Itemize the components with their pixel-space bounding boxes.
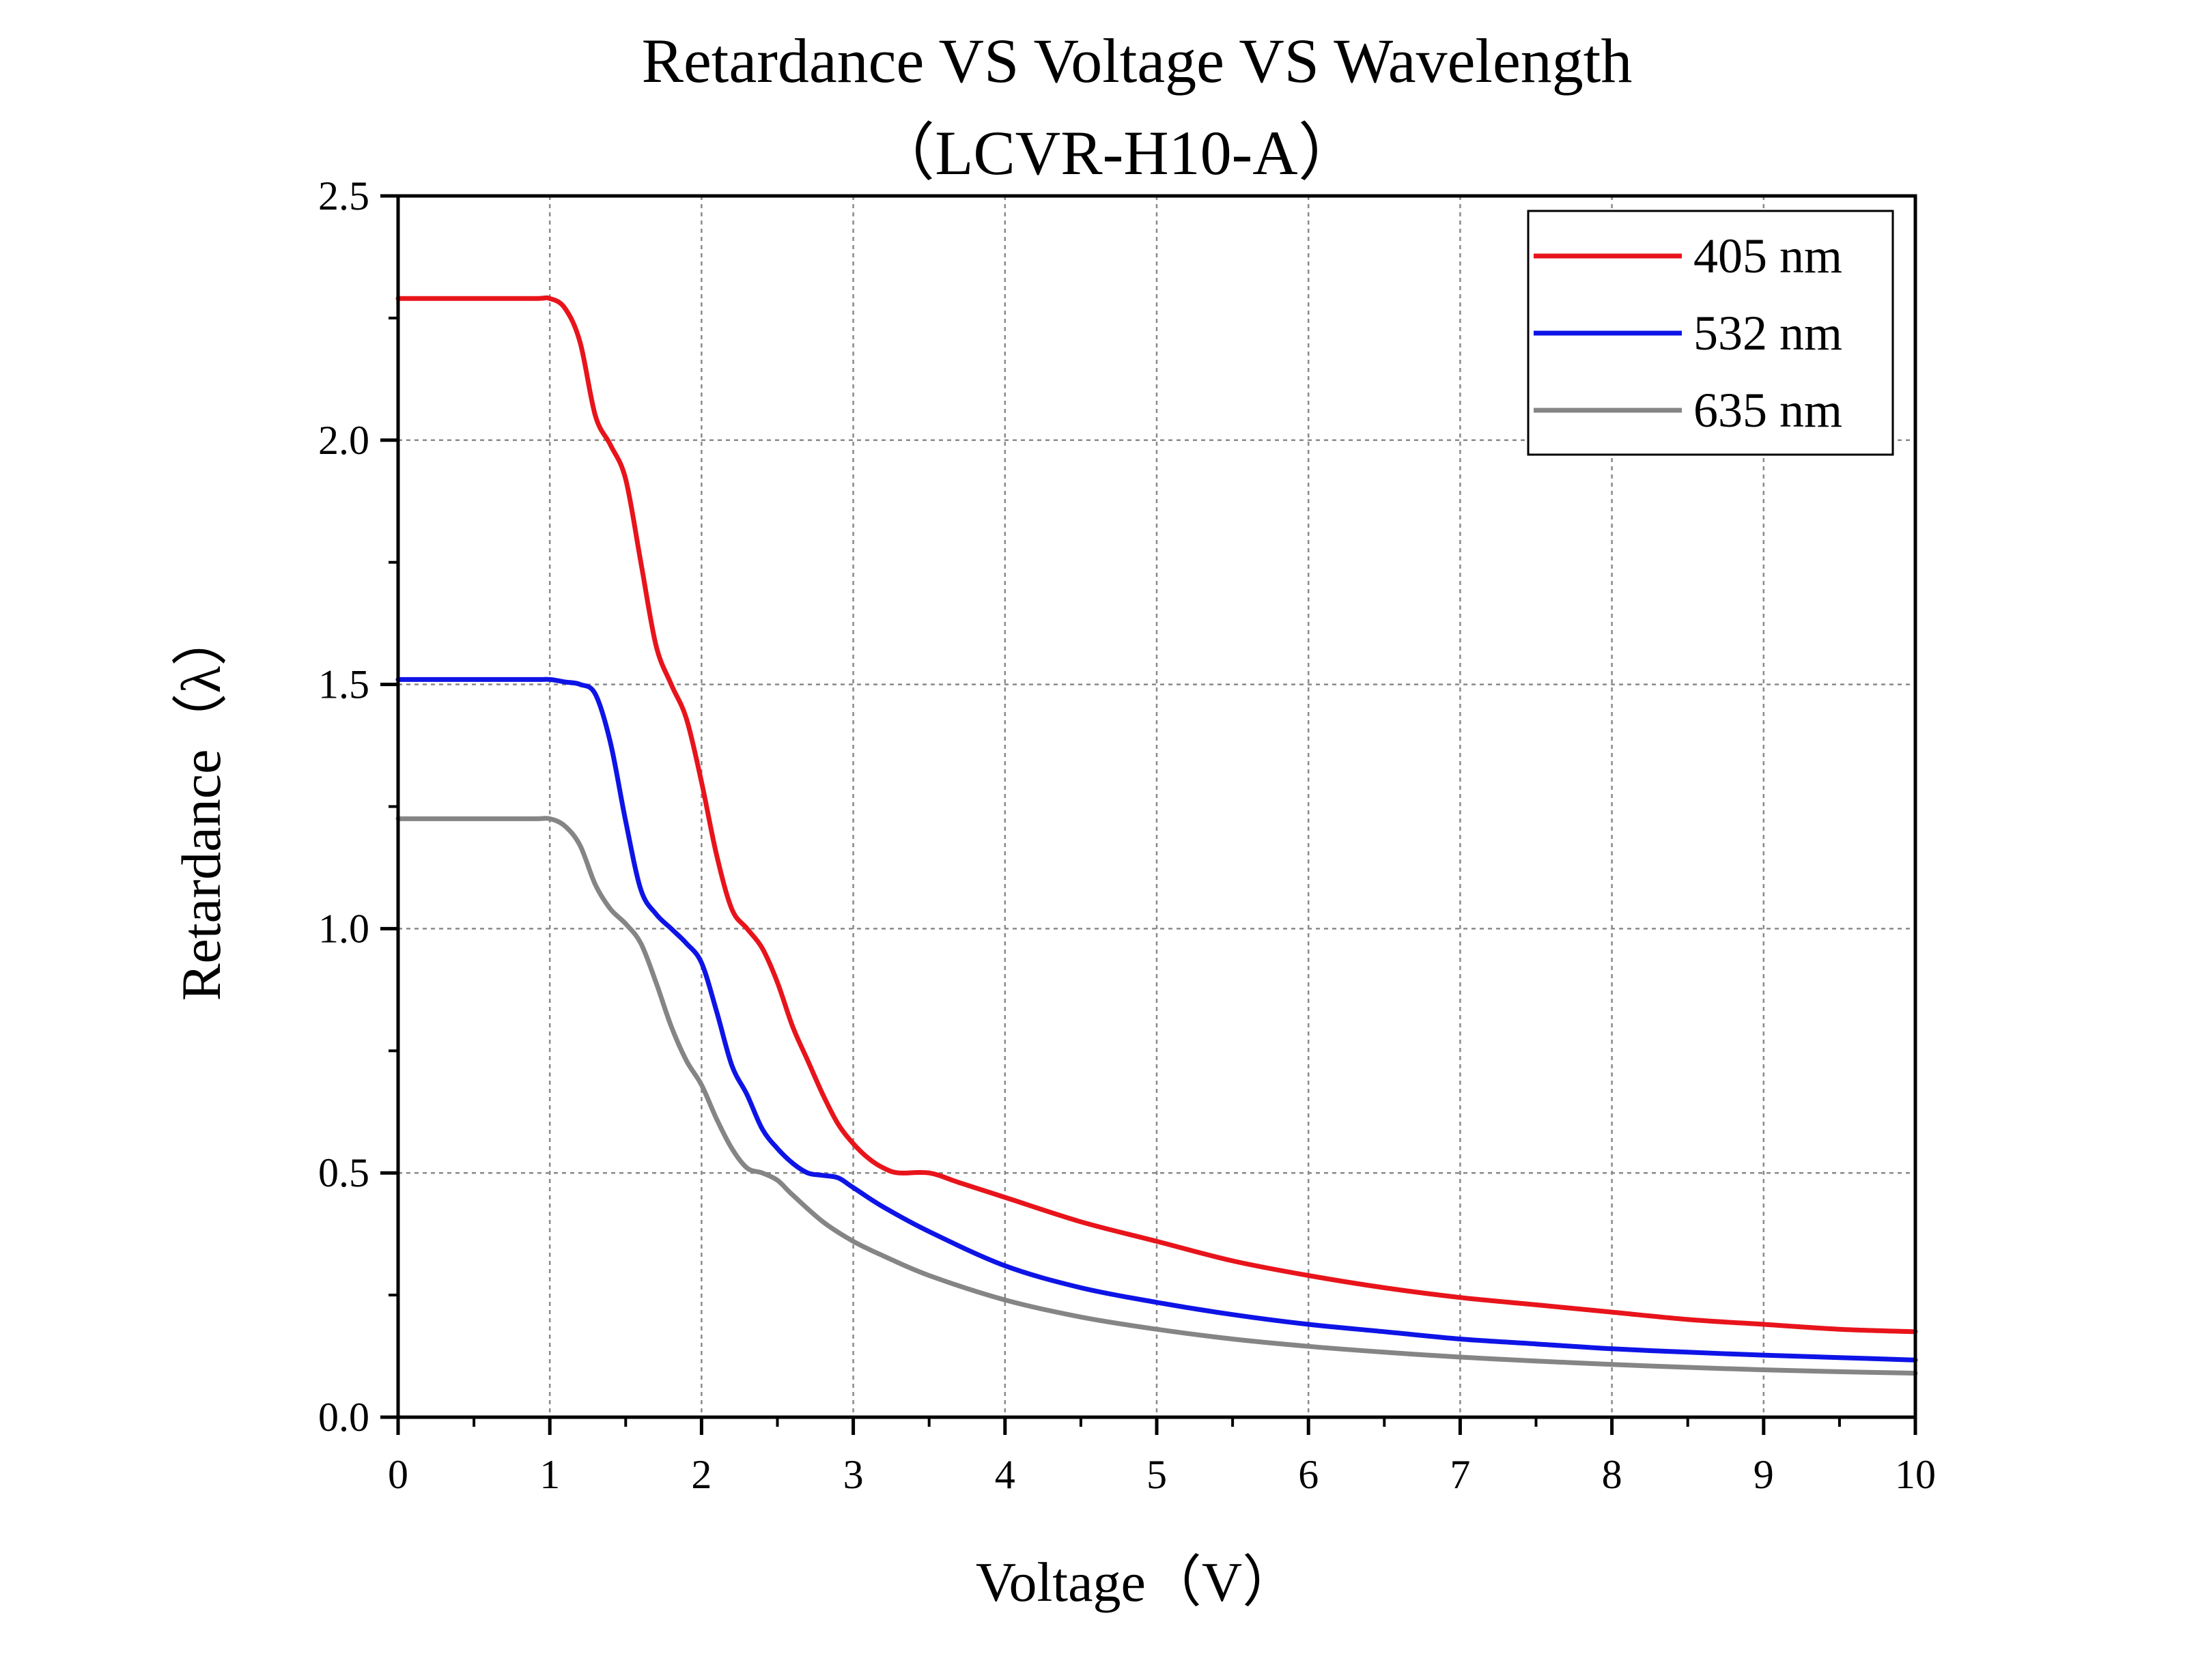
- x-tick-labels: 0 1 2 3 4 5 6 7 8 9 10: [388, 1452, 1936, 1497]
- x-tick-label: 2: [691, 1452, 712, 1497]
- x-tick-label: 9: [1754, 1452, 1774, 1497]
- series-line-0: [395, 295, 1918, 1335]
- series-line-1: [395, 677, 1918, 1363]
- x-tick-label: 7: [1450, 1452, 1470, 1497]
- x-tick-label: 0: [388, 1452, 408, 1497]
- x-tick-label: 5: [1146, 1452, 1167, 1497]
- y-tick-label: 1.5: [318, 662, 369, 707]
- axis-ticks: [380, 194, 1917, 1435]
- series-line-2: [395, 816, 1918, 1376]
- legend-label-1: 532 nm: [1693, 306, 1842, 360]
- y-tick-label: 0.5: [318, 1150, 369, 1195]
- legend-items: 405 nm 532 nm 635 nm: [1534, 229, 1842, 438]
- y-tick-label: 2.5: [318, 173, 369, 218]
- x-tick-label: 1: [539, 1452, 560, 1497]
- x-axis-label: Voltage（V）: [976, 1551, 1298, 1613]
- y-axis-label: Retardance（λ）: [170, 610, 232, 1001]
- y-tick-label: 0.0: [318, 1395, 369, 1440]
- series-lines: [395, 295, 1918, 1376]
- y-tick-label: 2.0: [318, 418, 369, 463]
- y-tick-label: 1.0: [318, 906, 369, 951]
- chart-subtitle: （LCVR-H10-A）: [872, 118, 1361, 188]
- legend-label-0: 405 nm: [1693, 229, 1842, 283]
- x-tick-label: 10: [1895, 1452, 1936, 1497]
- legend-label-2: 635 nm: [1693, 383, 1842, 438]
- x-tick-label: 4: [995, 1452, 1015, 1497]
- y-tick-labels: 0.0 0.5 1.0 1.5 2.0 2.5: [318, 173, 369, 1440]
- x-tick-label: 6: [1298, 1452, 1319, 1497]
- chart-title: Retardance VS Voltage VS Wavelength: [642, 26, 1633, 96]
- grid-lines: [398, 196, 1915, 1417]
- legend: 405 nm 532 nm 635 nm: [1527, 210, 1894, 456]
- x-tick-label: 8: [1602, 1452, 1622, 1497]
- x-tick-label: 3: [843, 1452, 864, 1497]
